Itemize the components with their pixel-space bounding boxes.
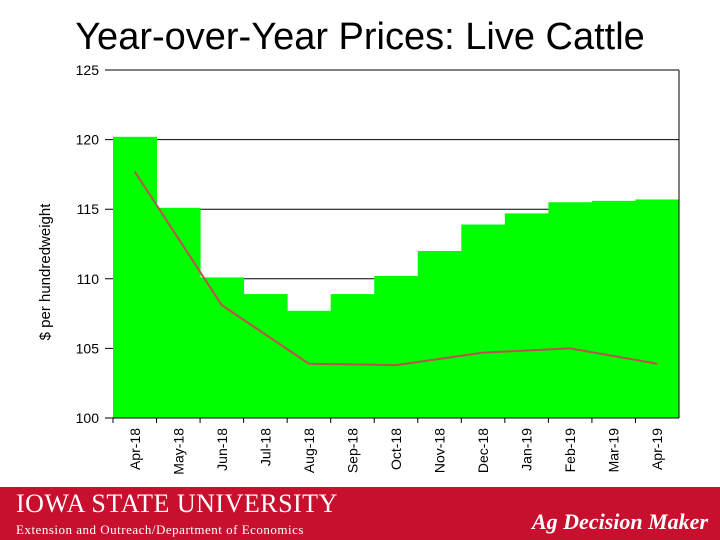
bar [156, 207, 201, 418]
bar [635, 199, 680, 418]
bar [417, 250, 462, 418]
x-tick-label: Aug-18 [301, 428, 317, 473]
x-tick-label: May-18 [170, 428, 186, 475]
bar [548, 202, 593, 418]
series-line [133, 171, 658, 367]
y-tick-label: 110 [77, 271, 100, 287]
axis-layer: 100 105 110 115 120 125 Apr-18 May-18 Jun-18 Jul-… [76, 62, 680, 475]
x-tick-label: Jul-18 [257, 428, 273, 466]
bar [374, 276, 419, 418]
bar [113, 136, 158, 419]
chart: 100 105 110 115 120 125 Apr-18 May-18 Jun-18 Jul-… [37, 62, 680, 475]
x-tick-label: Feb-19 [562, 428, 578, 473]
bar [591, 200, 636, 418]
x-tick-label: Sep-18 [344, 428, 360, 473]
x-tick-label: Jan-19 [519, 428, 535, 471]
x-tick-label: Nov-18 [432, 428, 448, 473]
x-tick-label: Apr-19 [649, 428, 665, 470]
line-layer [133, 171, 658, 367]
y-tick-label: 100 [76, 410, 100, 426]
chart-title: Year-over-Year Prices: Live Cattle [75, 16, 645, 58]
x-tick-label: Dec-18 [475, 428, 491, 473]
ag-decision-maker-logo: Ag Decision Maker [532, 509, 708, 534]
x-tick-label: Oct-18 [388, 428, 404, 470]
x-tick-label: Apr-18 [127, 428, 143, 470]
bar-layer [113, 136, 680, 419]
y-tick-label: 115 [77, 201, 100, 217]
y-tick-label: 105 [76, 340, 100, 356]
y-axis-label: $ per hundredweight [37, 203, 54, 341]
x-tick-label: Mar-19 [606, 428, 622, 473]
bar [243, 294, 288, 418]
university-logo-text: IOWA STATE UNIVERSITY [16, 489, 338, 518]
bar [461, 224, 506, 418]
y-tick-label: 120 [76, 132, 100, 148]
x-tick-label: Jun-18 [214, 428, 230, 471]
bar [330, 294, 375, 418]
footer-bar: IOWA STATE UNIVERSITY Extension and Outr… [0, 487, 720, 540]
bar [200, 277, 245, 418]
bar [504, 213, 549, 418]
y-tick-label: 125 [76, 62, 100, 78]
department-text: Extension and Outreach/Department of Eco… [16, 522, 304, 537]
